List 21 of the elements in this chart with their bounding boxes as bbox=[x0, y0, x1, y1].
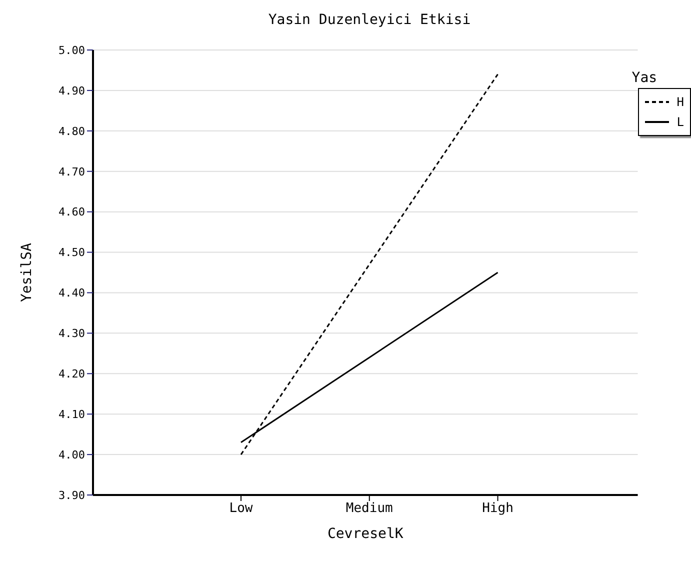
y-tick-label: 4.60 bbox=[58, 206, 85, 219]
legend-label: L bbox=[676, 115, 684, 129]
x-tick-label: High bbox=[482, 501, 514, 516]
x-axis-title: CevreselK bbox=[327, 526, 404, 542]
y-tick-label: 4.20 bbox=[58, 368, 85, 381]
y-tick-label: 4.80 bbox=[58, 124, 85, 138]
y-tick-label: 4.10 bbox=[58, 408, 85, 421]
chart-title: Yasin Duzenleyici Etkisi bbox=[267, 12, 472, 28]
y-tick-label: 5.00 bbox=[58, 44, 85, 57]
legend-label: H bbox=[676, 95, 684, 109]
legend-title: Yas bbox=[632, 70, 658, 86]
y-tick-label: 4.40 bbox=[58, 286, 85, 300]
y-axis-title: YesilSA bbox=[18, 242, 35, 302]
y-tick-label: 4.30 bbox=[58, 327, 85, 340]
y-tick-label: 4.90 bbox=[58, 84, 85, 98]
x-tick-label: Medium bbox=[346, 501, 394, 516]
y-tick-label: 4.70 bbox=[58, 165, 85, 178]
y-tick-label: 4.50 bbox=[58, 246, 85, 260]
y-tick-label: 3.90 bbox=[58, 488, 85, 502]
y-tick-label: 4.00 bbox=[58, 448, 85, 462]
x-tick-label: Low bbox=[229, 501, 253, 516]
